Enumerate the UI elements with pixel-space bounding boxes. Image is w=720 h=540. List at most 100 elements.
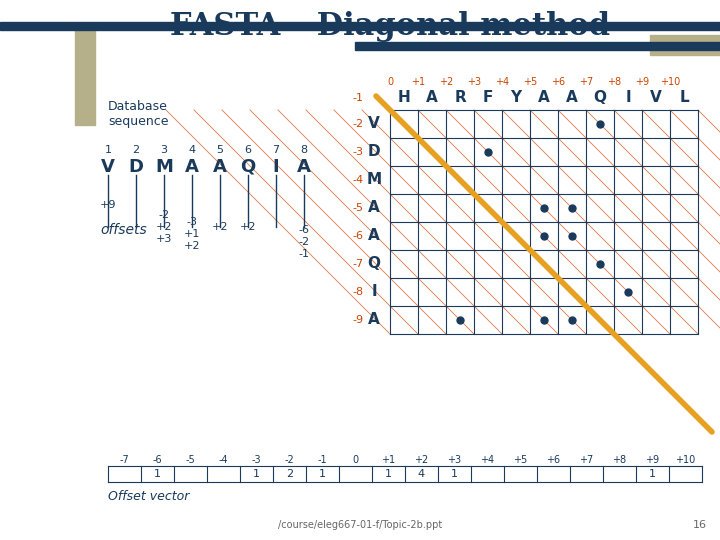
Text: 3: 3 [161,145,168,155]
Text: +2: +2 [439,77,453,87]
Text: 1: 1 [104,145,112,155]
Text: 2: 2 [286,469,293,479]
Text: L: L [679,91,689,105]
Text: A: A [297,158,311,176]
Text: +2: +2 [156,222,172,232]
Text: -1: -1 [318,455,328,465]
Text: -2: -2 [158,210,170,220]
Text: -1: -1 [299,249,310,259]
Text: R: R [454,91,466,105]
Text: D: D [368,145,380,159]
Text: -7: -7 [352,259,364,269]
Text: +3: +3 [447,455,462,465]
Text: F: F [483,91,493,105]
Text: I: I [273,158,279,176]
Text: -9: -9 [352,315,364,325]
Text: 4: 4 [189,145,196,155]
Text: +6: +6 [546,455,561,465]
Text: /course/eleg667-01-f/Topic-2b.ppt: /course/eleg667-01-f/Topic-2b.ppt [278,520,442,530]
Text: A: A [368,313,380,327]
Text: 1: 1 [253,469,260,479]
Text: -2: -2 [284,455,294,465]
Text: -5: -5 [353,203,364,213]
Text: H: H [397,91,410,105]
Text: +7: +7 [580,455,593,465]
Text: 8: 8 [300,145,307,155]
Text: +2: +2 [240,222,256,232]
Text: -1: -1 [353,93,364,103]
Text: -7: -7 [120,455,130,465]
Text: +9: +9 [100,200,116,210]
Text: 1: 1 [385,469,392,479]
Text: 0: 0 [387,77,393,87]
Text: +4: +4 [495,77,509,87]
Text: +1: +1 [382,455,395,465]
Bar [650,35,720,55]
Text: -6: -6 [299,225,310,235]
Text: +5: +5 [513,455,528,465]
Text: +4: +4 [480,455,495,465]
Text: Y: Y [510,91,521,105]
Text: +5: +5 [523,77,537,87]
Bar [75,30,95,125]
Text: Database
sequence: Database sequence [108,100,168,128]
Text: -4: -4 [352,175,364,185]
Text: 2: 2 [132,145,140,155]
Text: -6: -6 [153,455,162,465]
Text: +8: +8 [607,77,621,87]
Text: +1: +1 [184,229,200,239]
Text: +2: +2 [415,455,428,465]
Text: I: I [372,285,377,300]
Text: Q: Q [367,256,380,272]
Text: -8: -8 [352,287,364,297]
Text: A: A [566,91,578,105]
Text: A: A [368,200,380,215]
Bar [355,42,720,50]
Text: -3: -3 [252,455,261,465]
Text: 1: 1 [649,469,656,479]
Text: +6: +6 [551,77,565,87]
Text: 5: 5 [217,145,223,155]
Text: 4: 4 [418,469,425,479]
Text: A: A [213,158,227,176]
Text: V: V [650,91,662,105]
Text: M: M [366,172,382,187]
Text: A: A [368,228,380,244]
Text: 7: 7 [272,145,279,155]
Text: Q: Q [240,158,256,176]
Text: +9: +9 [645,455,660,465]
Text: 0: 0 [352,455,359,465]
Text: -6: -6 [353,231,364,241]
Text: A: A [538,91,550,105]
Text: -5: -5 [186,455,195,465]
Text: -2: -2 [352,119,364,129]
Text: -4: -4 [219,455,228,465]
Text: +2: +2 [212,222,228,232]
Text: +2: +2 [184,241,200,251]
Text: A: A [185,158,199,176]
Text: FASTA – Diagonal method: FASTA – Diagonal method [170,11,610,42]
Text: M: M [155,158,173,176]
Bar [0,22,720,30]
Text: 16: 16 [693,520,707,530]
Text: -3: -3 [353,147,364,157]
Text: +3: +3 [467,77,481,87]
Text: offsets: offsets [100,223,147,237]
Text: 6: 6 [245,145,251,155]
Text: I: I [625,91,631,105]
Text: +10: +10 [675,455,696,465]
Text: -3: -3 [186,217,197,227]
Text: D: D [128,158,143,176]
Text: 1: 1 [319,469,326,479]
Text: +3: +3 [156,234,172,244]
Text: 1: 1 [154,469,161,479]
Text: V: V [101,158,115,176]
Text: Q: Q [593,91,606,105]
Text: +8: +8 [613,455,626,465]
Text: +9: +9 [635,77,649,87]
Text: Offset vector: Offset vector [108,490,189,503]
Text: 1: 1 [451,469,458,479]
Text: +10: +10 [660,77,680,87]
Text: +7: +7 [579,77,593,87]
Text: +1: +1 [411,77,425,87]
